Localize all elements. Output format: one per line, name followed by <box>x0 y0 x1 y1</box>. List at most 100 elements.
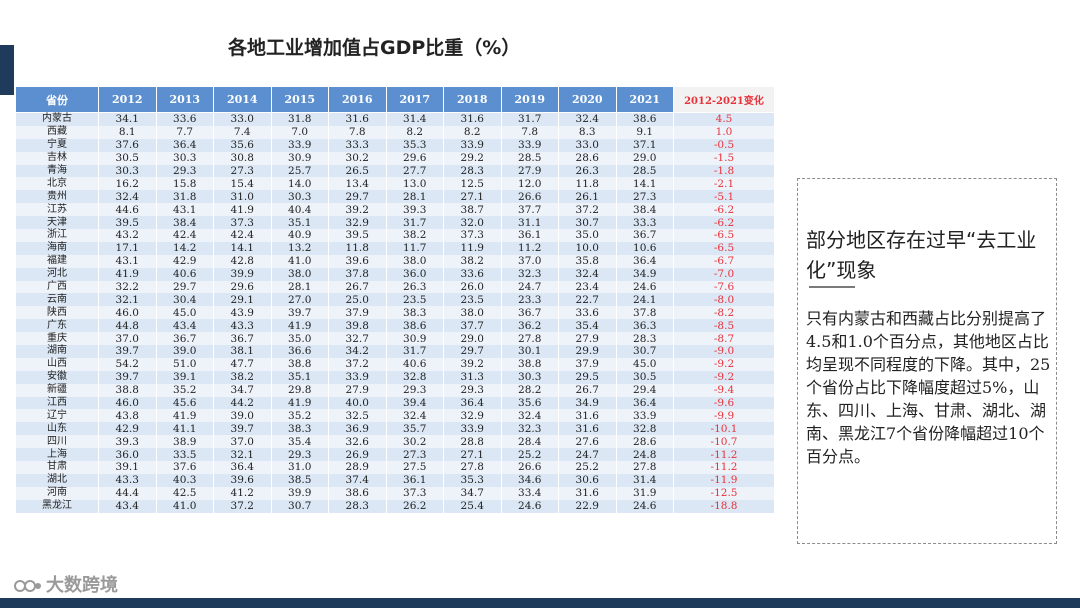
value-cell: 26.7 <box>328 280 387 294</box>
value-cell: 33.9 <box>328 370 387 384</box>
province-cell: 河南 <box>15 486 99 500</box>
value-cell: 27.7 <box>385 164 444 178</box>
province-cell: 湖南 <box>15 345 99 358</box>
change-cell: -6.5 <box>673 241 775 255</box>
bottom-accent-bar <box>0 598 1080 608</box>
value-cell: 26.5 <box>328 164 387 178</box>
value-cell: 37.6 <box>155 461 214 474</box>
table-row: 黑龙江 43.4 41.0 37.2 30.7 28.3 26.2 25.4 24.6 22.9 2… <box>15 499 775 513</box>
province-cell: 贵州 <box>15 190 99 204</box>
value-cell: 43.2 <box>98 229 157 242</box>
table-row: 青海 30.3 29.3 27.3 25.7 26.5 27.7 28.3 27.9 26.3 28… <box>15 164 775 178</box>
province-cell: 吉林 <box>15 151 99 165</box>
value-cell: 35.2 <box>270 409 329 423</box>
value-cell: 43.1 <box>155 203 214 217</box>
value-cell: 38.0 <box>385 254 444 268</box>
value-cell: 42.5 <box>155 486 214 500</box>
province-cell: 福建 <box>15 254 99 268</box>
table-row: 西藏 8.1 7.7 7.4 7.0 7.8 8.2 8.2 7.8 8.3 9.1 1.0 <box>15 125 775 139</box>
gdp-share-table: 省份 2012 2013 2014 2015 2016 2017 2018 2019 2020 20… <box>15 86 775 513</box>
value-cell: 35.8 <box>558 254 617 268</box>
side-note-title: 部分地区存在过早“去工业化”现象 <box>806 228 1037 282</box>
header-year: 2019 <box>500 86 559 113</box>
value-cell: 38.9 <box>155 435 214 449</box>
table-row: 广西 32.2 29.7 29.6 28.1 26.7 26.3 26.0 24.7 23.4 24… <box>15 280 775 294</box>
value-cell: 27.8 <box>443 461 502 474</box>
province-cell: 陕西 <box>15 306 99 320</box>
change-cell: -6.2 <box>673 216 775 230</box>
change-cell: -9.4 <box>673 383 775 397</box>
value-cell: 12.0 <box>500 177 559 191</box>
value-cell: 41.9 <box>270 396 329 410</box>
value-cell: 13.4 <box>328 177 387 191</box>
value-cell: 31.8 <box>155 190 214 204</box>
value-cell: 32.9 <box>443 409 502 423</box>
change-cell: -9.6 <box>673 396 775 410</box>
value-cell: 11.2 <box>500 241 559 255</box>
value-cell: 28.5 <box>615 164 674 178</box>
value-cell: 37.8 <box>328 267 387 281</box>
value-cell: 38.6 <box>328 486 387 500</box>
province-cell: 江西 <box>15 396 99 410</box>
value-cell: 28.1 <box>385 190 444 204</box>
value-cell: 31.7 <box>500 112 559 126</box>
value-cell: 39.7 <box>270 306 329 320</box>
province-cell: 青海 <box>15 164 99 178</box>
value-cell: 39.6 <box>213 473 272 487</box>
value-cell: 43.3 <box>98 473 157 487</box>
value-cell: 26.6 <box>500 190 559 204</box>
value-cell: 42.9 <box>98 422 157 436</box>
value-cell: 38.0 <box>443 306 502 320</box>
table-row: 山东 42.9 41.1 39.7 38.3 36.9 35.7 33.9 32.3 31.6 32… <box>15 422 775 436</box>
value-cell: 37.3 <box>213 216 272 230</box>
value-cell: 34.9 <box>558 396 617 410</box>
value-cell: 41.9 <box>98 267 157 281</box>
value-cell: 28.6 <box>615 435 674 449</box>
value-cell: 42.9 <box>155 254 214 268</box>
value-cell: 14.1 <box>615 177 674 191</box>
value-cell: 36.4 <box>615 396 674 410</box>
value-cell: 36.3 <box>615 319 674 333</box>
value-cell: 29.0 <box>615 151 674 165</box>
value-cell: 32.1 <box>98 293 157 307</box>
value-cell: 36.4 <box>155 138 214 152</box>
change-cell: -9.2 <box>673 357 775 371</box>
change-cell: -8.5 <box>673 319 775 333</box>
value-cell: 39.8 <box>328 319 387 333</box>
value-cell: 37.0 <box>98 332 157 346</box>
value-cell: 17.1 <box>98 241 157 255</box>
table-row: 贵州 32.4 31.8 31.0 30.3 29.7 28.1 27.1 26.6 26.1 27… <box>15 190 775 204</box>
value-cell: 23.4 <box>558 280 617 294</box>
value-cell: 26.7 <box>558 383 617 397</box>
value-cell: 38.2 <box>443 254 502 268</box>
value-cell: 30.7 <box>615 345 674 358</box>
value-cell: 32.3 <box>500 267 559 281</box>
value-cell: 28.6 <box>558 151 617 165</box>
value-cell: 28.3 <box>328 499 387 513</box>
value-cell: 32.7 <box>328 332 387 346</box>
value-cell: 54.2 <box>98 357 157 371</box>
province-cell: 西藏 <box>15 125 99 139</box>
value-cell: 38.5 <box>270 473 329 487</box>
value-cell: 42.8 <box>213 254 272 268</box>
value-cell: 25.2 <box>558 461 617 474</box>
value-cell: 31.6 <box>558 409 617 423</box>
value-cell: 39.0 <box>213 409 272 423</box>
value-cell: 31.8 <box>270 112 329 126</box>
value-cell: 45.0 <box>615 357 674 371</box>
value-cell: 33.9 <box>443 422 502 436</box>
value-cell: 28.3 <box>443 164 502 178</box>
table-row: 安徽 39.7 39.1 38.2 35.1 33.9 32.8 31.3 30.3 29.5 30… <box>15 370 775 384</box>
value-cell: 41.1 <box>155 422 214 436</box>
value-cell: 27.3 <box>615 190 674 204</box>
left-accent-bar <box>0 45 14 95</box>
table-row: 宁夏 37.6 36.4 35.6 33.9 33.3 35.3 33.9 33.9 33.0 37… <box>15 138 775 152</box>
value-cell: 38.3 <box>270 422 329 436</box>
value-cell: 37.3 <box>385 486 444 500</box>
value-cell: 32.8 <box>615 422 674 436</box>
value-cell: 29.0 <box>443 332 502 346</box>
value-cell: 23.5 <box>385 293 444 307</box>
value-cell: 36.7 <box>615 229 674 242</box>
value-cell: 30.6 <box>558 473 617 487</box>
value-cell: 36.7 <box>155 332 214 346</box>
